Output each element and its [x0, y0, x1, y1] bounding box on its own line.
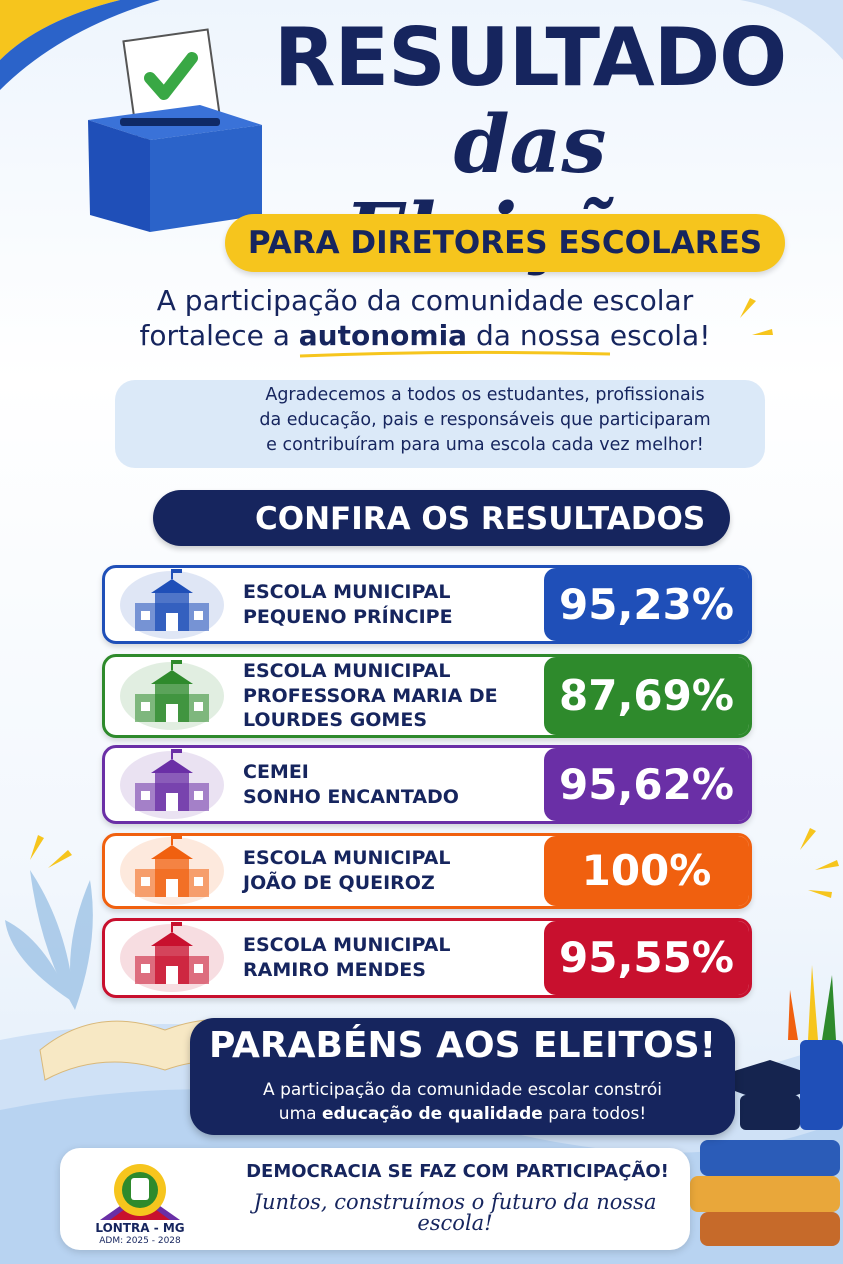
school-name: ESCOLA MUNICIPAL JOÃO DE QUEIROZ [243, 836, 543, 906]
result-percent: 95,23% [544, 568, 749, 641]
badge: PARA DIRETORES ESCOLARES [225, 214, 785, 272]
result-percent: 95,62% [544, 748, 749, 821]
result-percent: 87,69% [544, 657, 749, 735]
school-name-line: PEQUENO PRÍNCIPE [243, 605, 453, 628]
congrats-emphasis: educação de qualidade [321, 1104, 543, 1124]
school-name: ESCOLA MUNICIPAL RAMIRO MENDES [243, 921, 543, 995]
thanks-box [115, 380, 765, 468]
tagline-emphasis: autonomia [298, 319, 468, 352]
school-name-line: ESCOLA MUNICIPAL [243, 659, 451, 682]
school-name-line: ESCOLA MUNICIPAL [243, 580, 451, 603]
congrats-line: uma educação de qualidade para todos! [190, 1106, 735, 1123]
school-name-line: ESCOLA MUNICIPAL [243, 934, 451, 957]
school-icon [120, 748, 224, 819]
school-name: ESCOLA MUNICIPAL PEQUENO PRÍNCIPE [243, 568, 543, 641]
logo [100, 1164, 180, 1220]
school-name-line: ESCOLA MUNICIPAL [243, 847, 451, 870]
congrats-title: PARABÉNS AOS ELEITOS! [208, 1025, 717, 1066]
school-icon [120, 922, 224, 992]
congrats-box [190, 1018, 735, 1135]
tagline-text: fortalece a [139, 319, 290, 352]
result-percent: 100% [544, 836, 749, 906]
results-heading: CONFIRA OS RESULTADOS [255, 501, 706, 537]
tagline-line: fortalece a autonomia da nossa escola! [60, 322, 790, 350]
thanks-line: da educação, pais e responsáveis que par… [259, 410, 711, 430]
school-icon [120, 836, 224, 905]
school-name: ESCOLA MUNICIPAL PROFESSORA MARIA DE LOURD… [243, 657, 543, 735]
school-icon [120, 568, 224, 639]
result-card: ESCOLA MUNICIPAL RAMIRO MENDES 95,55% [102, 918, 752, 998]
logo-term: ADM: 2025 - 2028 [99, 1236, 181, 1246]
footer-slogan: Juntos, construímos o futuro da nossa es… [253, 1190, 657, 1235]
footer-line: DEMOCRACIA SE FAZ COM PARTICIPAÇÃO! [246, 1161, 669, 1182]
result-percent: 95,55% [544, 921, 749, 995]
result-card: ESCOLA MUNICIPAL PROFESSORA MARIA DE LOURD… [102, 654, 752, 738]
school-name-line: SONHO ENCANTADO [243, 785, 459, 808]
result-card: ESCOLA MUNICIPAL JOÃO DE QUEIROZ 100% [102, 833, 752, 909]
result-card: CEMEI SONHO ENCANTADO 95,62% [102, 745, 752, 824]
school-name-line: RAMIRO MENDES [243, 959, 426, 981]
thanks-line: e contribuíram para uma escola cada vez … [266, 435, 704, 455]
badge-text: PARA DIRETORES ESCOLARES [247, 224, 763, 261]
congrats-text: uma [278, 1104, 317, 1124]
title: RESULTADO [273, 11, 787, 104]
school-name-line: JOÃO DE QUEIROZ [243, 872, 435, 894]
footer-box [60, 1148, 690, 1250]
school-name-line: LOURDES GOMES [243, 709, 428, 732]
tagline-line: A participação da comunidade escolar [156, 284, 694, 317]
congrats-line: A participação da comunidade escolar con… [263, 1080, 662, 1100]
thanks-line: Agradecemos a todos os estudantes, profi… [265, 385, 705, 405]
school-icon [120, 660, 224, 730]
result-card: ESCOLA MUNICIPAL PEQUENO PRÍNCIPE 95,23% [102, 565, 752, 644]
logo-name: LONTRA - MG [95, 1221, 185, 1235]
school-name-line: PROFESSORA MARIA DE [243, 684, 498, 707]
congrats-text: para todos! [548, 1104, 647, 1124]
school-name: CEMEI SONHO ENCANTADO [243, 748, 543, 821]
school-name-line: CEMEI [243, 760, 309, 783]
tagline-text: da nossa escola! [475, 319, 711, 352]
results-heading-box [153, 490, 730, 546]
